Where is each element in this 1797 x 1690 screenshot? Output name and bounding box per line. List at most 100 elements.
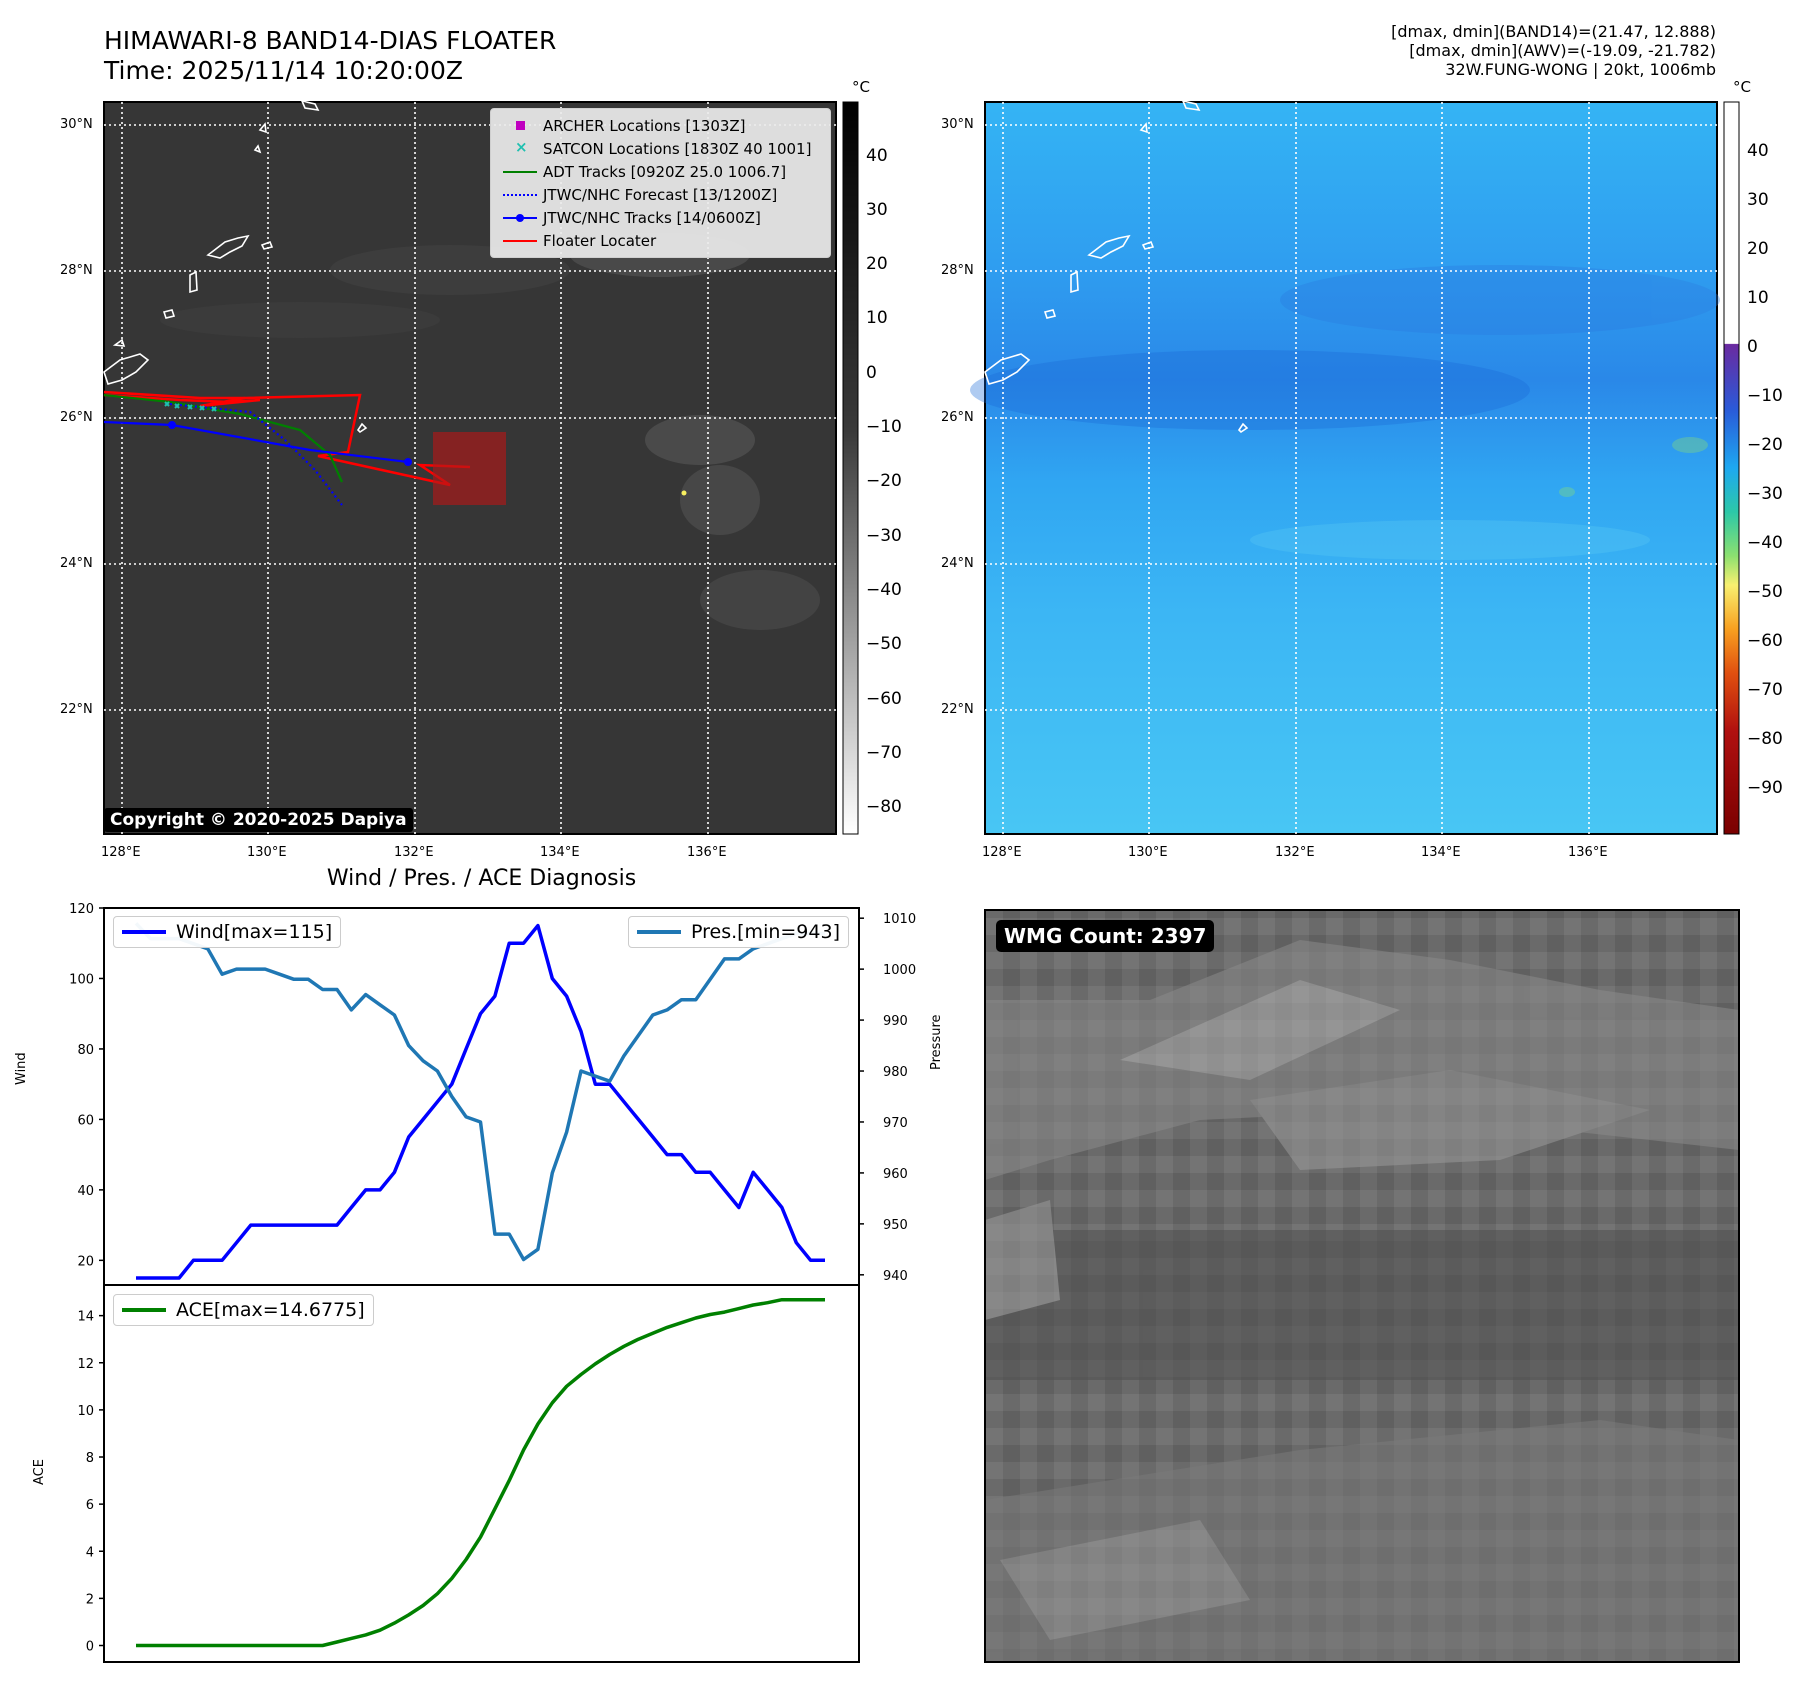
right-map-bands [970,265,1720,560]
legend-label: ARCHER Locations [1303Z] [543,116,746,135]
y-right-tick-label: 980 [883,1065,908,1080]
colorbar-tick: −50 [1747,582,1783,602]
y-tick-label: 20 [77,1254,94,1269]
ace-axis-label: ACE [32,1459,47,1485]
left-colorbar [842,101,859,835]
legend-label: SATCON Locations [1830Z 40 1001] [543,139,812,158]
colorbar-tick: 40 [1747,141,1769,161]
ace-legend-label: ACE[max=14.6775] [176,1299,365,1321]
y-right-tick-label: 1010 [883,912,916,927]
floater-line-icon [499,229,543,252]
left-colorbar-unit: °C [852,78,870,96]
adt-track [103,393,344,483]
colorbar-tick: 30 [1747,190,1769,210]
wmg-count-badge: WMG Count: 2397 [996,920,1215,952]
colorbar-tick: −70 [866,743,902,763]
lat-label: 22°N [941,702,974,717]
legend-item-jtwc-tracks: JTWC/NHC Tracks [14/0600Z] [499,206,822,229]
pressure-legend-label: Pres.[min=943] [691,921,840,943]
colorbar-tick: 0 [866,363,877,383]
lon-label: 134°E [1421,845,1461,860]
lat-label: 26°N [60,410,93,425]
colorbar-tick: −80 [1747,729,1783,749]
right-map-grid [985,102,1717,834]
colorbar-tick: 20 [1747,239,1769,259]
colorbar-tick: 0 [1747,337,1758,357]
y-right-tick-label: 950 [883,1218,908,1233]
jtwc-track-point [168,421,176,429]
y-right-tick-label: 970 [883,1116,908,1131]
legend-item-floater: Floater Locater [499,229,822,252]
y-right-tick-label: 940 [883,1269,908,1284]
lat-label: 26°N [941,410,974,425]
time-label: Time: 2025/11/14 10:20:00Z [104,56,463,85]
right-colorbar-unit: °C [1733,78,1751,96]
series-line-0 [136,923,825,1280]
legend-label: ADT Tracks [0920Z 25.0 1006.7] [543,162,787,181]
floater-locater-track [103,390,471,487]
y-right-tick-label: 960 [883,1167,908,1182]
track-legend: ARCHER Locations [1303Z] × SATCON Locati… [490,108,831,258]
y-right-tick-label: 1000 [883,963,916,978]
colorbar-tick: 10 [866,308,888,328]
colorbar-tick: 10 [1747,288,1769,308]
y-tick-label: 2 [86,1592,94,1607]
legend-item-jtwc-forecast: JTWC/NHC Forecast [13/1200Z] [499,183,822,206]
legend-item-adt: ADT Tracks [0920Z 25.0 1006.7] [499,160,822,183]
ace-plot-frame [103,1284,860,1663]
archer-marker-icon [499,114,543,137]
y-tick-label: 60 [77,1113,94,1128]
y-tick-label: 8 [86,1451,94,1466]
series-line-0 [136,1297,825,1648]
colorbar-tick: −50 [866,634,902,654]
left-map-coastlines [103,99,368,434]
colorbar-tick: −90 [1747,778,1783,798]
jtwc-forecast-track [169,402,343,506]
lon-label: 132°E [394,845,434,860]
colorbar-tick: −30 [1747,484,1783,504]
y-tick-label: 120 [69,902,94,917]
lat-label: 22°N [60,702,93,717]
y-tick-label: 80 [77,1043,94,1058]
colorbar-tick: −20 [1747,435,1783,455]
adt-line-icon [499,160,543,183]
forecast-dotted-line-icon [499,183,543,206]
legend-item-satcon: × SATCON Locations [1830Z 40 1001] [499,137,822,160]
info-line-storm: 32W.FUNG-WONG | 20kt, 1006mb [1445,60,1716,79]
chart-layer: 2040608010012094095096097098099010001010… [69,902,916,1655]
y-right-tick-label: 990 [883,1014,908,1029]
lat-label: 24°N [60,556,93,571]
lat-label: 30°N [941,117,974,132]
lon-label: 128°E [101,845,141,860]
satcon-marker-icon: × [515,138,528,156]
jtwc-track [103,420,409,464]
colorbar-tick: 30 [866,200,888,220]
colorbar-tick: −70 [1747,680,1783,700]
lat-label: 28°N [941,263,974,278]
copyright-badge: Copyright © 2020-2025 Dapiya [104,808,413,832]
lon-label: 128°E [982,845,1022,860]
colorbar-tick: 40 [866,146,888,166]
colorbar-tick: −10 [866,417,902,437]
lon-label: 130°E [247,845,287,860]
right-map-background [984,101,1718,835]
lon-label: 134°E [540,845,580,860]
lon-label: 132°E [1275,845,1315,860]
floater-box [433,432,506,505]
info-block: [dmax, dmin](BAND14)=(21.47, 12.888) [dm… [1391,22,1716,79]
storm-center-dot [681,490,687,496]
lon-label: 136°E [1568,845,1608,860]
jtwc-track-point [404,458,412,466]
track-line-dot-icon [499,206,543,229]
lon-label: 136°E [687,845,727,860]
left-map-tracks [103,390,687,506]
colorbar-tick: −40 [866,580,902,600]
wind-legend: Wind[max=115] [113,916,342,948]
pressure-legend: Pres.[min=943] [628,916,849,948]
right-map [970,99,1720,835]
right-colorbar [1723,101,1740,835]
legend-item-archer: ARCHER Locations [1303Z] [499,114,822,137]
right-map-coastlines [984,99,1249,434]
main-title: HIMAWARI-8 BAND14-DIAS FLOATER [104,26,557,55]
legend-label: JTWC/NHC Forecast [13/1200Z] [543,185,778,204]
